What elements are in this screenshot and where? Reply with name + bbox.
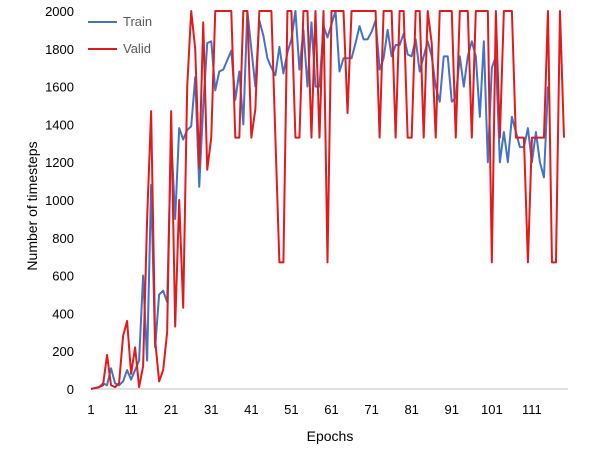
- x-tick-label: 11: [124, 402, 138, 417]
- x-tick-label: 1: [87, 402, 94, 417]
- y-tick-label: 0: [67, 382, 74, 397]
- y-tick-label: 600: [52, 269, 74, 284]
- series-lines: [90, 10, 565, 390]
- y-tick-label: 1600: [45, 80, 74, 95]
- y-tick-label: 800: [52, 231, 74, 246]
- x-tick-label: 61: [324, 402, 338, 417]
- x-tick-label: 91: [445, 402, 459, 417]
- y-tick-label: 2000: [45, 4, 74, 19]
- x-tick-labels: 1 11 21 31 41 51 61 71 81 91 101 111: [87, 402, 541, 417]
- x-tick-label: 31: [204, 402, 218, 417]
- y-tick-label: 1000: [45, 193, 74, 208]
- x-tick-label: 101: [481, 402, 503, 417]
- y-tick-label: 200: [52, 344, 74, 359]
- x-tick-label: 51: [284, 402, 298, 417]
- y-tick-labels: 0 200 400 600 800 1000 1200 1400 1600 1800 2000: [45, 4, 74, 397]
- y-tick-label: 1200: [45, 155, 74, 170]
- y-axis-title: Number of timesteps: [24, 141, 40, 270]
- x-tick-label: 81: [404, 402, 418, 417]
- series-line-train: [90, 10, 549, 390]
- legend-label-valid: Valid: [123, 41, 151, 56]
- x-tick-label: 71: [364, 402, 378, 417]
- y-tick-label: 1800: [45, 42, 74, 57]
- x-tick-label: 111: [522, 402, 542, 417]
- y-tick-label: 1400: [45, 117, 74, 132]
- x-axis-title: Epochs: [307, 428, 354, 444]
- x-tick-label: 41: [244, 402, 258, 417]
- series-line-valid: [90, 10, 565, 390]
- y-tick-label: 400: [52, 306, 74, 321]
- legend-label-train: Train: [123, 14, 152, 29]
- x-tick-label: 21: [164, 402, 178, 417]
- legend: Train Valid: [88, 14, 152, 56]
